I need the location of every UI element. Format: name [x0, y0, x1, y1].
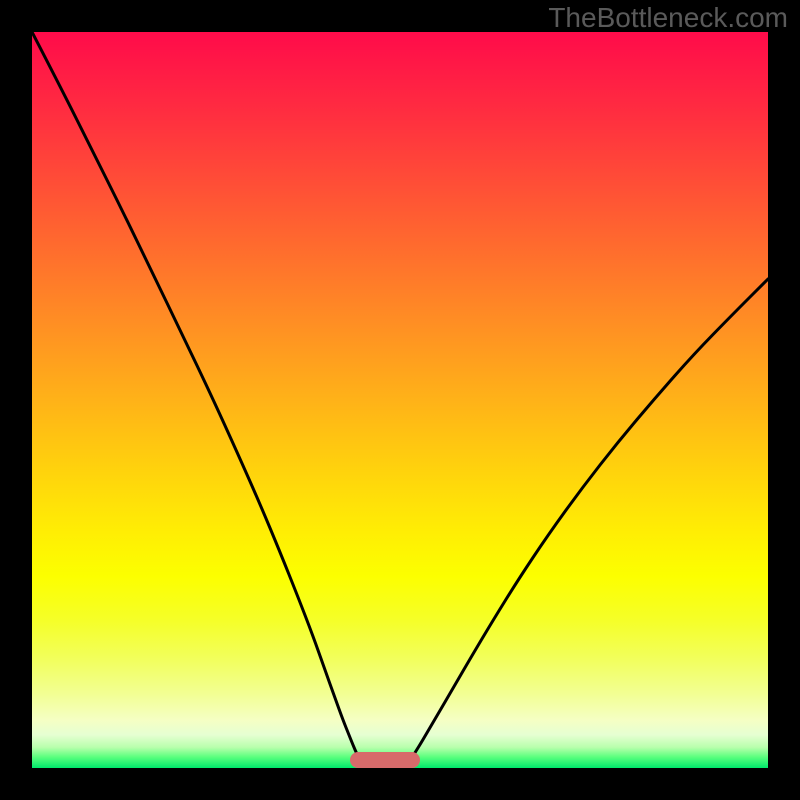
chart-container: TheBottleneck.com — [0, 0, 800, 800]
plot-svg — [32, 32, 768, 768]
gradient-background — [32, 32, 768, 768]
optimal-range-marker — [350, 752, 420, 768]
plot-area — [32, 32, 768, 768]
watermark-text: TheBottleneck.com — [548, 2, 788, 34]
